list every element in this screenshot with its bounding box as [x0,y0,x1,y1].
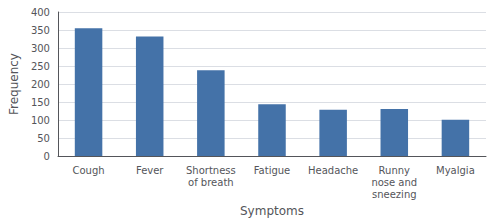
svg-text:350: 350 [31,25,50,36]
svg-text:Fever: Fever [136,165,164,176]
svg-text:of breath: of breath [188,177,234,188]
svg-text:Headache: Headache [308,165,358,176]
svg-text:Myalgia: Myalgia [436,165,475,176]
svg-text:150: 150 [31,97,50,108]
svg-text:Frequency: Frequency [7,53,21,115]
svg-text:0: 0 [44,151,50,162]
svg-text:250: 250 [31,61,50,72]
svg-text:Fatigue: Fatigue [254,165,291,176]
svg-text:Cough: Cough [72,165,104,176]
svg-text:400: 400 [31,7,50,18]
svg-text:Runny: Runny [379,165,411,176]
svg-text:sneezing: sneezing [372,189,417,200]
svg-text:50: 50 [37,133,50,144]
svg-text:Shortness: Shortness [186,165,236,176]
svg-text:200: 200 [31,79,50,90]
svg-text:nose and: nose and [371,177,417,188]
svg-text:300: 300 [31,43,50,54]
svg-text:Symptoms: Symptoms [240,204,304,218]
svg-text:100: 100 [31,115,50,126]
